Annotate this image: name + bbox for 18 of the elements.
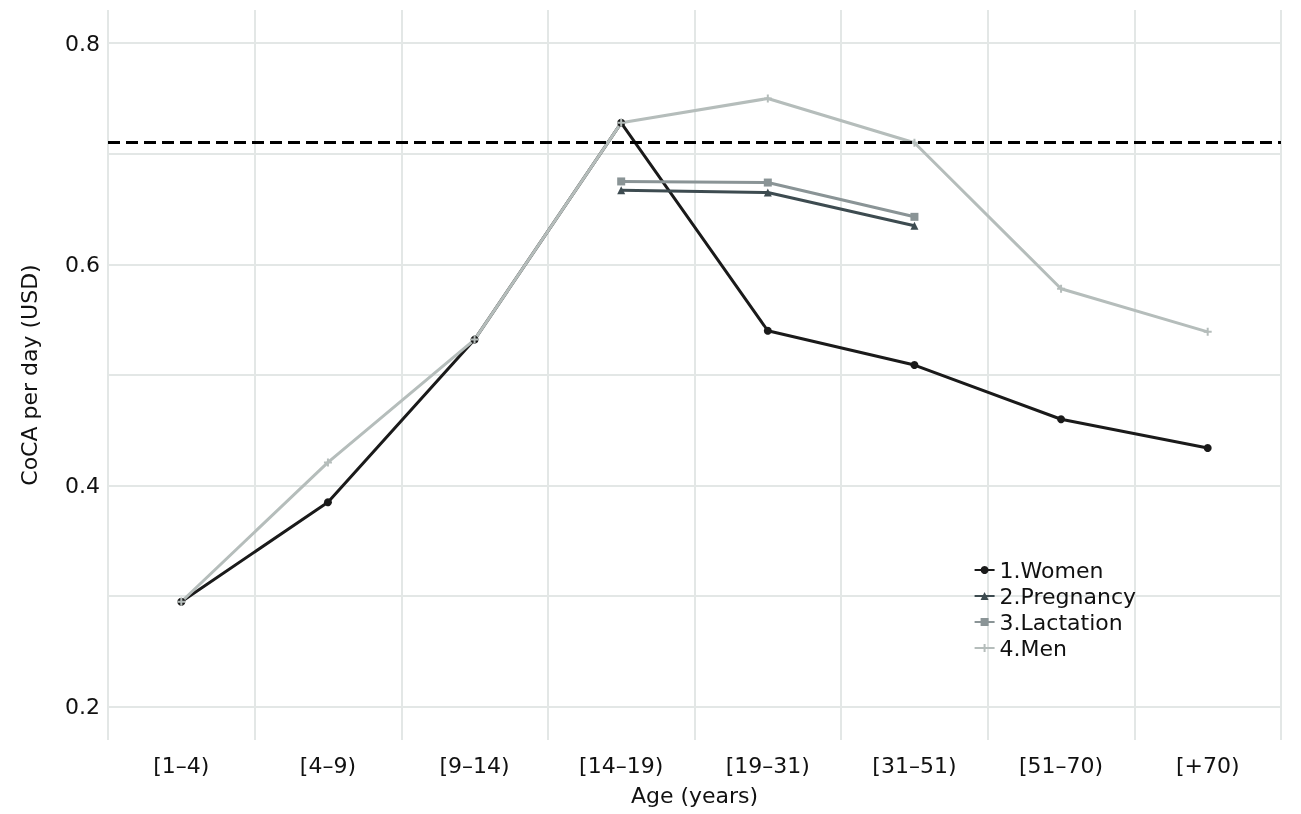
y-tick-label: 0.2 — [65, 694, 100, 720]
legend-label: 1.Women — [999, 557, 1104, 583]
y-axis-title: CoCA per day (USD) — [16, 264, 42, 486]
x-tick-label: [31–51) — [872, 752, 957, 778]
x-tick-label: [14–19) — [579, 752, 664, 778]
x-tick-label: [9–14) — [439, 752, 510, 778]
legend-label: 3.Lactation — [999, 609, 1123, 635]
y-tick-label: 0.8 — [65, 30, 100, 56]
x-axis-title: Age (years) — [630, 782, 759, 808]
y-tick-label: 0.4 — [65, 473, 100, 499]
x-tick-label: [1–4) — [153, 752, 210, 778]
x-tick-label: [4–9) — [299, 752, 357, 778]
y-tick-label: 0.6 — [65, 251, 100, 277]
legend-label: 2.Pregnancy — [999, 583, 1137, 609]
legend-label: 4.Men — [999, 635, 1068, 661]
x-tick-label: [51–70) — [1018, 752, 1104, 778]
x-tick-label: [+70) — [1175, 752, 1240, 778]
x-tick-label: [19–31) — [725, 752, 810, 778]
